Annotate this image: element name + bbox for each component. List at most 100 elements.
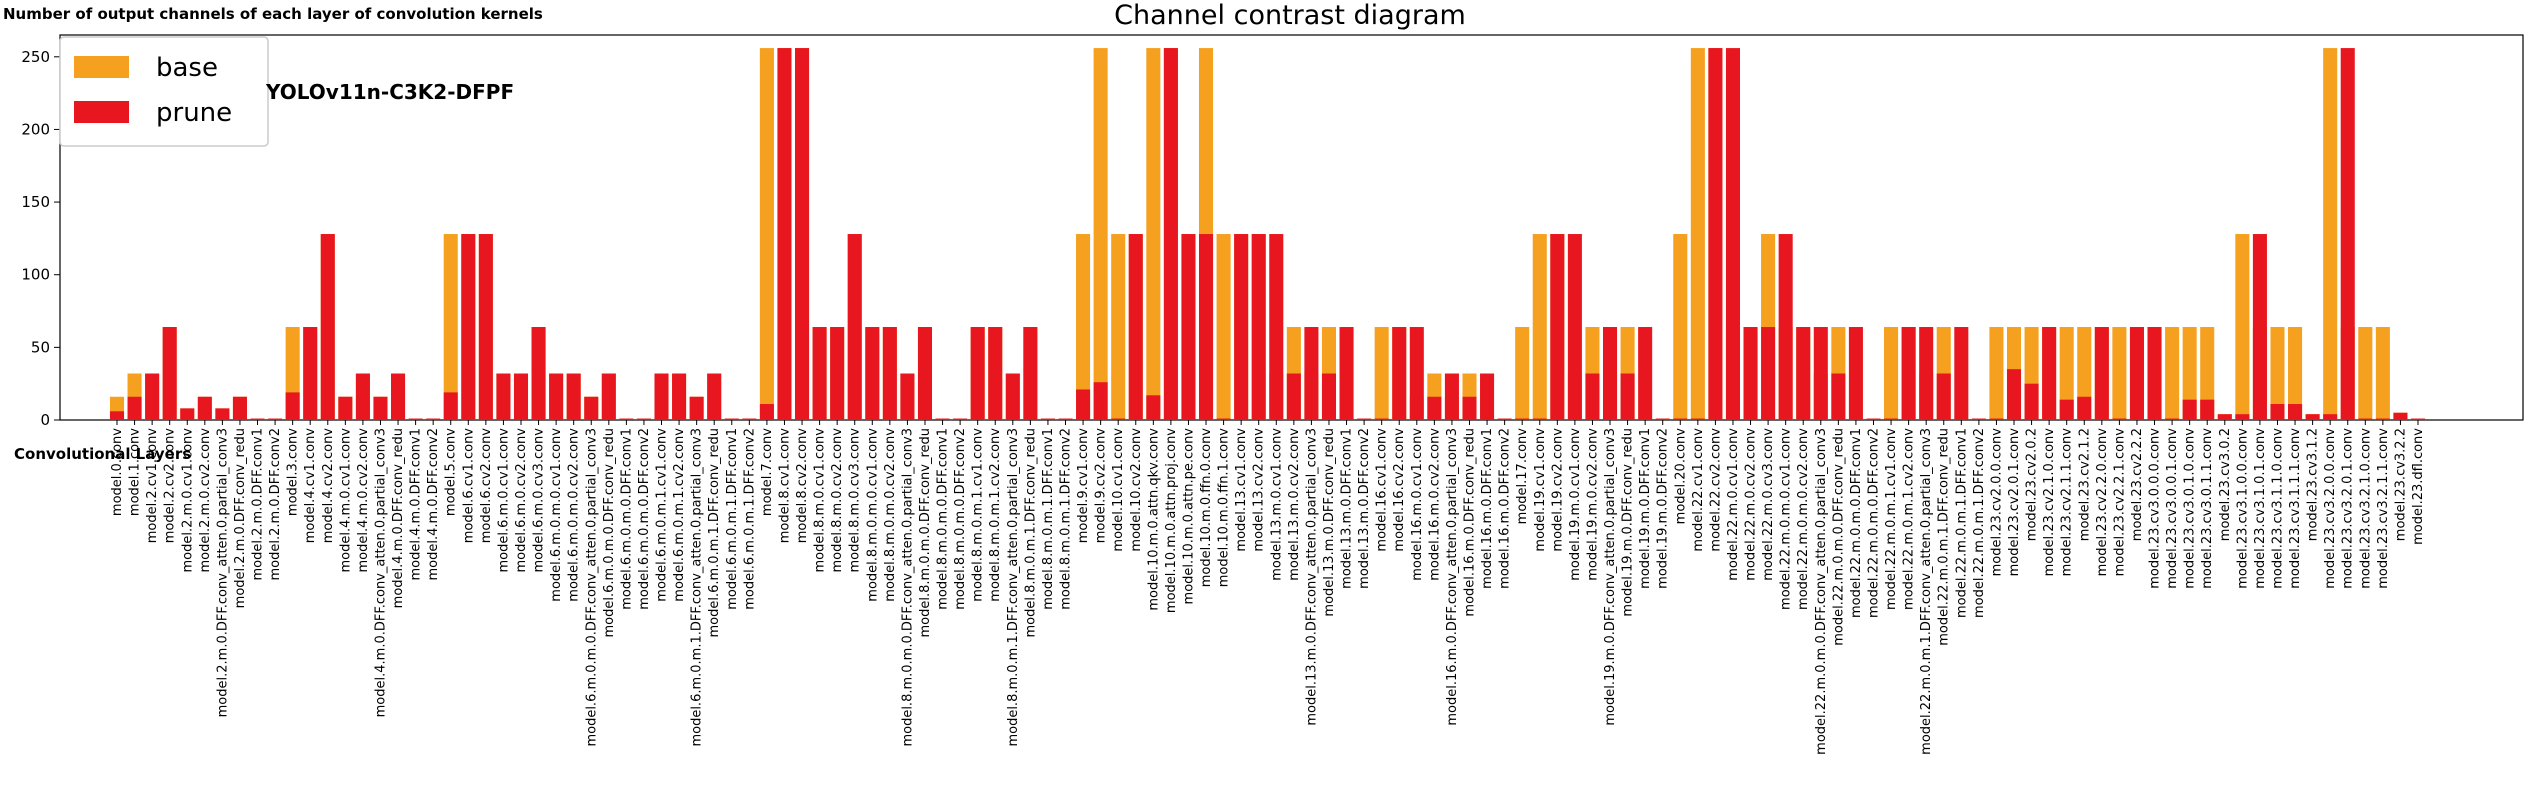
bar-base: [1884, 327, 1899, 420]
bar-prune: [1971, 418, 1986, 420]
bar-base: [2165, 327, 2180, 420]
bar-prune: [1076, 389, 1091, 420]
bar-prune: [443, 392, 458, 420]
x-tick-label: model.10.cv1.conv: [1111, 428, 1126, 552]
bar-base: [1093, 48, 1108, 420]
x-tick-label: model.6.m.0.m.0.DFF.conv_redu: [602, 428, 617, 638]
bar-prune: [917, 327, 933, 420]
bar-prune: [953, 418, 968, 420]
legend-swatch-prune: [74, 101, 129, 123]
bar-prune: [1339, 327, 1354, 420]
x-tick-label: model.22.m.0.m.1.DFF.conv_redu: [1937, 428, 1952, 646]
y-tick-label: 250: [21, 48, 50, 66]
x-tick-label: model.8.m.0.m.0.cv1.conv: [865, 428, 880, 602]
bar-base: [1374, 327, 1389, 420]
bar-prune: [303, 327, 318, 420]
x-tick-label: model.4.m.0.DFF.conv_redu: [391, 428, 406, 608]
bar-prune: [1304, 327, 1319, 420]
x-tick-label: model.22.cv1.conv: [1691, 428, 1706, 552]
x-tick-label: model.22.m.0.m.1.DFF.conv1: [1954, 428, 1969, 618]
bar-prune: [830, 327, 845, 420]
bar-prune: [1409, 327, 1424, 420]
x-tick-label: model.19.m.0.cv2.conv: [1585, 428, 1600, 581]
x-tick-label: model.23.cv3.0.0.1.conv: [2165, 428, 2180, 589]
bar-prune: [1989, 418, 2004, 420]
bar-base: [2323, 48, 2338, 420]
bar-prune: [1602, 327, 1618, 420]
x-tick-label: model.13.cv1.conv: [1234, 428, 1249, 552]
bar-base: [2270, 327, 2285, 420]
x-tick-label: model.23.cv3.1.1.1.conv: [2288, 428, 2303, 589]
x-axis-header: Convolutional Layers: [14, 445, 191, 463]
bar-base: [1076, 234, 1091, 420]
x-tick-label: model.22.m.0.cv1.conv: [1726, 428, 1741, 581]
bar-prune: [197, 396, 212, 420]
bar-prune: [1111, 418, 1126, 420]
legend-swatch-base: [74, 56, 129, 78]
y-tick-label: 50: [31, 338, 50, 356]
x-tick-label: model.19.m.0.DFF.conv_atten.0.partial_co…: [1603, 428, 1618, 726]
chart-title: Channel contrast diagram: [1114, 0, 1466, 31]
x-tick-label: model.16.m.0.DFF.conv_redu: [1462, 428, 1477, 617]
x-tick-label: model.23.cv3.1.0.1.conv: [2253, 428, 2268, 589]
x-tick-label: model.10.m.0.attn.pe.conv: [1181, 428, 1196, 605]
bar-prune: [1585, 373, 1600, 420]
bar-prune: [408, 418, 423, 420]
x-tick-label: model.19.m.0.cv1.conv: [1568, 428, 1583, 581]
bar-prune: [1023, 327, 1038, 420]
bar-base: [2358, 327, 2373, 420]
x-tick-label: model.2.m.0.DFF.conv1: [251, 428, 266, 581]
x-tick-label: model.10.cv2.conv: [1129, 428, 1144, 552]
bar-prune: [145, 373, 160, 420]
x-tick-label: model.6.m.0.cv1.conv: [496, 428, 511, 573]
bar-prune: [1198, 234, 1214, 420]
x-tick-label: model.23.cv3.1.1.0.conv: [2270, 428, 2285, 589]
bar-base: [1989, 327, 2004, 420]
x-tick-label: model.23.cv3.0.1.1.conv: [2200, 428, 2215, 589]
x-tick-label: model.6.cv1.conv: [461, 428, 476, 544]
bar-prune: [1163, 48, 1178, 420]
x-tick-label: model.6.m.0.m.1.DFF.conv1: [725, 428, 740, 610]
x-tick-label: model.4.m.0.DFF.conv_atten.0.partial_con…: [373, 428, 388, 717]
x-tick-label: model.4.cv2.conv: [321, 428, 336, 544]
bar-prune: [2410, 418, 2426, 420]
bar-prune: [478, 234, 493, 420]
x-tick-label: model.23.cv2.0.2: [2025, 428, 2040, 541]
bar-prune: [1550, 234, 1565, 420]
x-tick-label: model.13.m.0.cv1.conv: [1269, 428, 1284, 581]
x-tick-label: model.6.m.0.m.0.cv1.conv: [549, 428, 564, 602]
x-tick-label: model.23.cv3.2.2: [2393, 428, 2408, 541]
x-tick-label: model.22.m.0.m.1.cv1.conv: [1884, 428, 1899, 610]
x-tick-label: model.0.conv: [110, 428, 125, 516]
y-axis-header: Number of output channels of each layer …: [3, 5, 543, 23]
x-tick-label: model.13.cv2.conv: [1252, 428, 1267, 552]
x-tick-label: model.2.cv1.conv: [145, 428, 160, 544]
bar-base: [2200, 327, 2215, 420]
x-tick-label: model.8.m.0.m.0.DFF.conv_atten.0.partial…: [900, 428, 915, 747]
bar-prune: [2200, 399, 2215, 420]
bar-base: [2288, 327, 2303, 420]
y-tick-label: 100: [21, 266, 50, 284]
bar-prune: [338, 396, 353, 420]
x-tick-label: model.16.m.0.DFF.conv2: [1498, 428, 1513, 589]
bar-prune: [1673, 418, 1688, 420]
x-tick-label: model.23.cv3.1.0.0.conv: [2235, 428, 2250, 589]
x-tick-label: model.16.m.0.cv1.conv: [1410, 428, 1425, 581]
bar-prune: [1181, 234, 1196, 420]
bar-prune: [2323, 414, 2338, 420]
bar-prune: [847, 234, 862, 420]
bar-prune: [461, 234, 476, 420]
bar-base: [2059, 327, 2074, 420]
legend-label-prune: prune: [156, 98, 232, 128]
x-tick-label: model.16.cv1.conv: [1375, 428, 1390, 552]
bar-prune: [1901, 327, 1916, 420]
x-tick-label: model.8.m.0.m.0.DFF.conv_redu: [918, 428, 933, 638]
x-tick-label: model.16.m.0.DFF.conv_atten.0.partial_co…: [1445, 428, 1460, 726]
x-tick-label: model.23.cv2.1.1.conv: [2060, 428, 2075, 577]
bar-prune: [584, 396, 599, 420]
bar-prune: [672, 373, 687, 420]
bar-prune: [2252, 234, 2267, 420]
bar-prune: [162, 327, 177, 420]
bar-prune: [601, 373, 616, 420]
